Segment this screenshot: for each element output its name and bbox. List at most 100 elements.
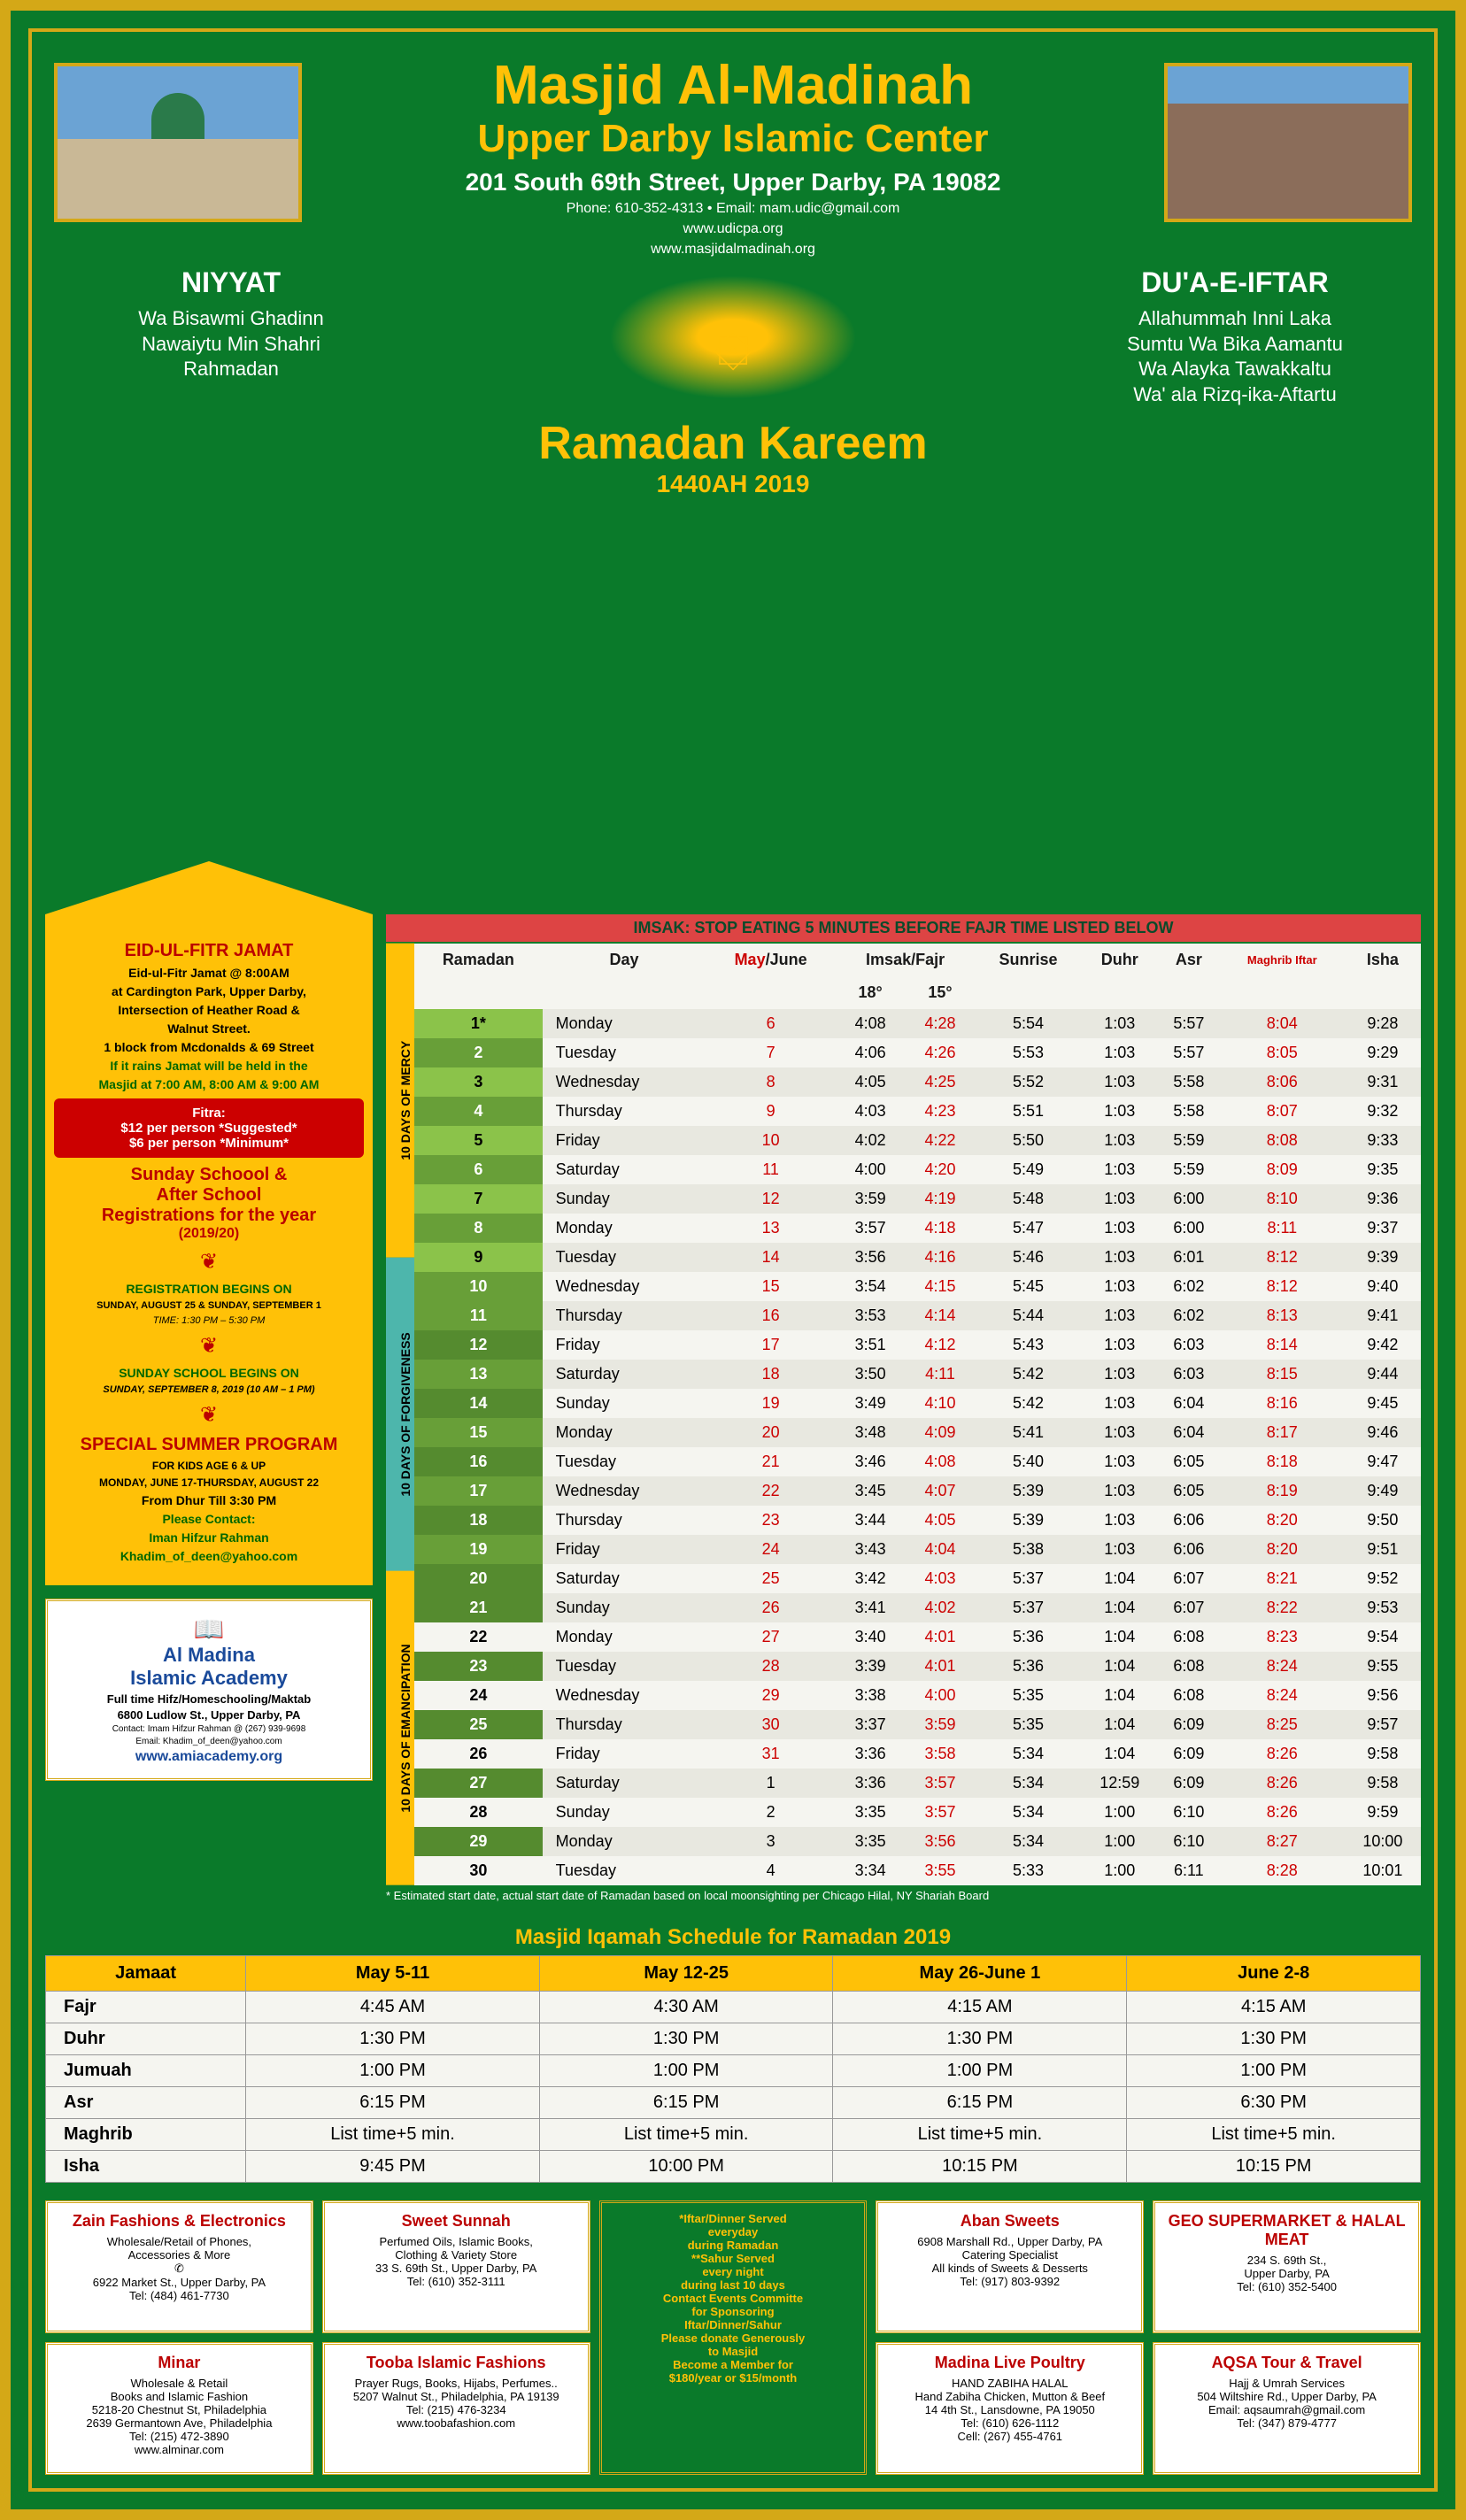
prayer-times-table: Ramadan Day May/June Imsak/Fajr Sunrise … xyxy=(414,944,1421,1885)
eid-rain: Masjid at 7:00 AM, 8:00 AM & 9:00 AM xyxy=(58,1077,359,1091)
iqamah-table: JamaatMay 5-11May 12-25May 26-June 1June… xyxy=(45,1955,1421,2183)
sponsor-ad: AQSA Tour & TravelHajj & Umrah Services5… xyxy=(1153,2342,1421,2475)
prayer-row: 29Monday33:353:565:341:006:108:2710:00 xyxy=(414,1827,1421,1856)
prayer-row: 27Saturday13:363:575:3412:596:098:269:58 xyxy=(414,1769,1421,1798)
niyyat-line: Rahmadan xyxy=(72,357,390,382)
iqamah-row: Fajr4:45 AM4:30 AM4:15 AM4:15 AM xyxy=(46,1992,1421,2023)
ad-line: 504 Wiltshire Rd., Upper Darby, PA xyxy=(1164,2390,1409,2403)
fitra-box: Fitra: $12 per person *Suggested* $6 per… xyxy=(54,1098,364,1158)
prayer-row: 22Monday273:404:015:361:046:088:239:54 xyxy=(414,1622,1421,1652)
reg-time: TIME: 1:30 PM – 5:30 PM xyxy=(58,1315,359,1326)
ad-line: Email: aqsaumrah@gmail.com xyxy=(1164,2403,1409,2416)
prayer-row: 17Wednesday223:454:075:391:036:058:199:4… xyxy=(414,1476,1421,1506)
sponsor-ad: Tooba Islamic FashionsPrayer Rugs, Books… xyxy=(322,2342,590,2475)
prayer-row: 6Saturday114:004:205:491:035:598:099:35 xyxy=(414,1155,1421,1184)
ad-line: Hand Zabiha Chicken, Mutton & Beef xyxy=(887,2390,1132,2403)
flourish-icon: ❦ xyxy=(58,1249,359,1275)
ad-line: to Masjid xyxy=(611,2345,856,2358)
iqamah-title: Masjid Iqamah Schedule for Ramadan 2019 xyxy=(45,1920,1421,1955)
prayer-row: 13Saturday183:504:115:421:036:038:159:44 xyxy=(414,1360,1421,1389)
prayer-row: 2Tuesday74:064:265:531:035:578:059:29 xyxy=(414,1038,1421,1067)
ad-title: Minar xyxy=(57,2354,302,2372)
masjid-exterior-photo xyxy=(54,63,302,222)
niyyat-line: Nawaiytu Min Shahri xyxy=(72,332,390,358)
iqamah-header: May 26-June 1 xyxy=(833,1956,1127,1992)
ad-title: Zain Fashions & Electronics xyxy=(57,2212,302,2231)
niyyat-title: NIYYAT xyxy=(72,266,390,299)
section-emancipation: 10 DAYS OF EMANCIPATION xyxy=(386,1571,414,1885)
flourish-icon: ❦ xyxy=(58,1402,359,1428)
eid-time: Eid-ul-Fitr Jamat @ 8:00AM xyxy=(58,966,359,980)
prayer-row: 15Monday203:484:095:411:036:048:179:46 xyxy=(414,1418,1421,1447)
ad-title: Sweet Sunnah xyxy=(334,2212,579,2231)
ad-line: Prayer Rugs, Books, Hijabs, Perfumes.. xyxy=(334,2377,579,2390)
ad-line: Wholesale & Retail xyxy=(57,2377,302,2390)
prayer-row: 7Sunday123:594:195:481:036:008:109:36 xyxy=(414,1184,1421,1214)
website-2: www.masjidalmadinah.org xyxy=(45,242,1421,258)
ad-line: Tel: (610) 352-5400 xyxy=(1164,2280,1409,2293)
ad-line: everyday xyxy=(611,2225,856,2239)
prayer-row: 4Thursday94:034:235:511:035:588:079:32 xyxy=(414,1097,1421,1126)
sponsor-ad: Zain Fashions & ElectronicsWholesale/Ret… xyxy=(45,2200,313,2333)
prayer-row: 19Friday243:434:045:381:036:068:209:51 xyxy=(414,1535,1421,1564)
col-duhr: Duhr xyxy=(1082,944,1158,976)
table-footnote: * Estimated start date, actual start dat… xyxy=(386,1889,1421,1902)
poster: Masjid Al-Madinah Upper Darby Islamic Ce… xyxy=(0,0,1466,2520)
eid-rain: If it rains Jamat will be held in the xyxy=(58,1059,359,1073)
prayer-row: 8Monday133:574:185:471:036:008:119:37 xyxy=(414,1214,1421,1243)
iqamah-row: Asr6:15 PM6:15 PM6:15 PM6:30 PM xyxy=(46,2087,1421,2119)
iqamah-header: June 2-8 xyxy=(1127,1956,1421,1992)
ad-line: Accessories & More xyxy=(57,2248,302,2262)
eid-loc: Intersection of Heather Road & xyxy=(58,1003,359,1017)
prayer-row: 26Friday313:363:585:341:046:098:269:58 xyxy=(414,1739,1421,1769)
prayer-row: 28Sunday23:353:575:341:006:108:269:59 xyxy=(414,1798,1421,1827)
ad-line: every night xyxy=(611,2265,856,2278)
contact-email: Khadim_of_deen@yahoo.com xyxy=(58,1549,359,1563)
eid-loc: 1 block from Mcdonalds & 69 Street xyxy=(58,1040,359,1054)
academy-contact: Contact: Imam Hifzur Rahman @ (267) 939-… xyxy=(61,1724,357,1734)
masjid-interior-photo xyxy=(1164,63,1412,222)
fitra-line: $12 per person *Suggested* xyxy=(61,1121,357,1136)
ad-line: Become a Member for xyxy=(611,2358,856,2371)
main-content: EID-UL-FITR JAMAT Eid-ul-Fitr Jamat @ 8:… xyxy=(45,914,1421,1902)
prayer-row: 1*Monday64:084:285:541:035:578:049:28 xyxy=(414,1009,1421,1038)
ramadan-year: 1440AH 2019 xyxy=(45,470,1421,498)
school-title: Registrations for the year xyxy=(58,1206,359,1226)
academy-website: www.amiacademy.org xyxy=(61,1749,357,1765)
imsak-deg: 18° xyxy=(836,976,906,1009)
iqamah-row: MaghribList time+5 min.List time+5 min.L… xyxy=(46,2119,1421,2151)
contact-label: Please Contact: xyxy=(58,1512,359,1526)
prayer-row: 30Tuesday43:343:555:331:006:118:2810:01 xyxy=(414,1856,1421,1885)
school-title: Sunday Schoool & xyxy=(58,1165,359,1185)
ad-title: Madina Live Poultry xyxy=(887,2354,1132,2372)
ad-line: 14 4th St., Lansdowne, PA 19050 xyxy=(887,2403,1132,2416)
col-date: May/June xyxy=(706,944,835,976)
summer-age: FOR KIDS AGE 6 & UP xyxy=(58,1460,359,1472)
ad-line: Tel: (215) 472-3890 xyxy=(57,2430,302,2443)
academy-addr: 6800 Ludlow St., Upper Darby, PA xyxy=(61,1708,357,1722)
ad-line: Upper Darby, PA xyxy=(1164,2267,1409,2280)
ramadan-title: Ramadan Kareem xyxy=(45,417,1421,470)
academy-email: Email: Khadim_of_deen@yahoo.com xyxy=(61,1737,357,1746)
prayer-table-section: IMSAK: STOP EATING 5 MINUTES BEFORE FAJR… xyxy=(386,914,1421,1902)
col-day: Day xyxy=(543,944,706,976)
ad-title: AQSA Tour & Travel xyxy=(1164,2354,1409,2372)
prayer-row: 16Tuesday213:464:085:401:036:058:189:47 xyxy=(414,1447,1421,1476)
iqamah-row: Jumuah1:00 PM1:00 PM1:00 PM1:00 PM xyxy=(46,2055,1421,2087)
ad-line: Tel: (610) 626-1112 xyxy=(887,2416,1132,2430)
ad-line: Perfumed Oils, Islamic Books, xyxy=(334,2235,579,2248)
ad-line: www.toobafashion.com xyxy=(334,2416,579,2430)
col-sunrise: Sunrise xyxy=(975,944,1081,976)
imsak-note: IMSAK: STOP EATING 5 MINUTES BEFORE FAJR… xyxy=(386,914,1421,942)
ad-line: HAND ZABIHA HALAL xyxy=(887,2377,1132,2390)
dua-box: DU'A-E-IFTAR Allahummah Inni Laka Sumtu … xyxy=(1076,266,1394,407)
col-imsak-fajr: Imsak/Fajr xyxy=(836,944,976,976)
sponsor-ad: Aban Sweets6908 Marshall Rd., Upper Darb… xyxy=(876,2200,1144,2333)
ad-line: *Iftar/Dinner Served xyxy=(611,2212,856,2225)
sunday-begins: SUNDAY SCHOOL BEGINS ON xyxy=(58,1366,359,1380)
fitra-line: $6 per person *Minimum* xyxy=(61,1136,357,1151)
academy-name: Al Madina xyxy=(61,1644,357,1667)
contact-name: Iman Hifzur Rahman xyxy=(58,1530,359,1545)
prayer-row: 24Wednesday293:384:005:351:046:088:249:5… xyxy=(414,1681,1421,1710)
prayer-row: 3Wednesday84:054:255:521:035:588:069:31 xyxy=(414,1067,1421,1097)
